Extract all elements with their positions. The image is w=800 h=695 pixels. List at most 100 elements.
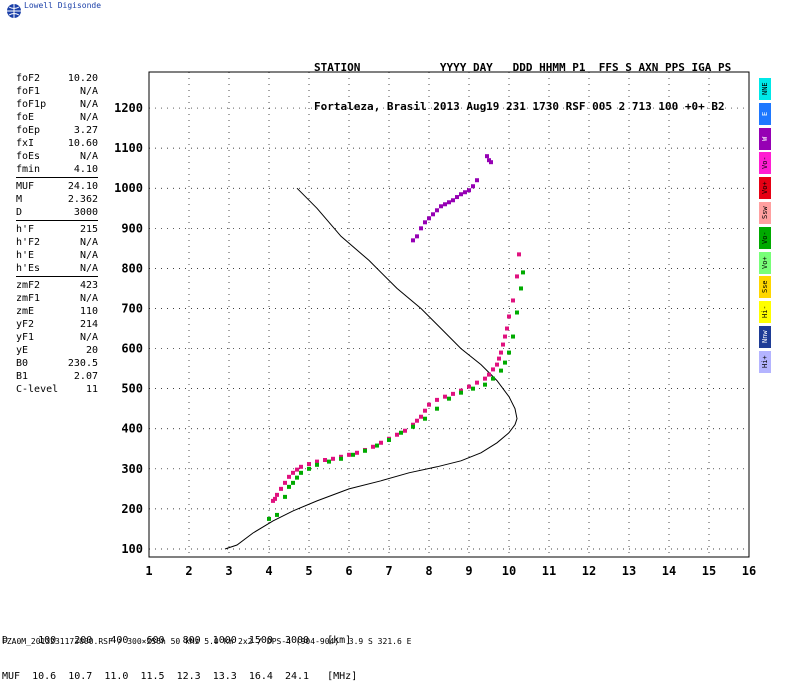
y-tick-label: 400: [121, 422, 143, 436]
y-tick-label: 100: [121, 542, 143, 556]
param-name: C-level: [16, 384, 59, 395]
y-tick-label: 800: [121, 261, 143, 275]
echo-point: [521, 270, 525, 275]
x-tick-label: 13: [622, 564, 636, 578]
echo-point: [379, 440, 383, 445]
echo-point: [275, 492, 279, 497]
param-row: C-level 11: [16, 383, 98, 396]
param-separator: [16, 177, 98, 178]
legend-swatch: Vo-: [759, 226, 771, 249]
param-value: N/A: [79, 112, 98, 123]
x-tick-label: 11: [542, 564, 556, 578]
param-name: yF2: [16, 319, 35, 330]
x-tick-label: 16: [742, 564, 756, 578]
y-tick-label: 500: [121, 382, 143, 396]
echo-point: [411, 422, 415, 427]
echo-point: [471, 184, 475, 189]
param-name: D: [16, 207, 23, 218]
legend-swatch: Nnw: [759, 325, 771, 348]
param-row: h'F 215: [16, 223, 98, 236]
echo-point: [443, 394, 447, 399]
echo-point: [495, 362, 499, 367]
x-tick-label: 15: [702, 564, 716, 578]
echo-point: [471, 386, 475, 391]
param-value: 3.27: [73, 125, 98, 136]
echo-point: [423, 220, 427, 225]
echo-point: [497, 356, 501, 361]
param-name: zmE: [16, 306, 35, 317]
y-tick-label: 600: [121, 342, 143, 356]
param-value: 230.5: [67, 358, 98, 369]
plot-frame: [148, 71, 750, 558]
echo-point: [395, 432, 399, 437]
param-row: yF2 214: [16, 318, 98, 331]
echo-point: [447, 200, 451, 205]
echo-point: [271, 498, 275, 503]
param-row: M 2.362: [16, 193, 98, 206]
echo-point: [447, 396, 451, 401]
param-row: D 3000: [16, 206, 98, 219]
echo-point: [517, 252, 521, 257]
x-tick-label: 2: [185, 564, 192, 578]
param-name: yE: [16, 345, 29, 356]
echo-point: [439, 204, 443, 209]
param-row: foEs N/A: [16, 150, 98, 163]
echo-point: [339, 454, 343, 459]
header-line-1: STATION YYYY DAY DDD HHMM P1 FFS S AXN P…: [314, 61, 732, 74]
echo-point: [351, 452, 355, 457]
echo-point: [491, 376, 495, 381]
param-value: N/A: [79, 99, 98, 110]
param-value: N/A: [79, 332, 98, 343]
x-tick-label: 12: [582, 564, 596, 578]
param-name: foE: [16, 112, 35, 123]
muf-table: D 100 200 400 600 800 1000 1500 3000 [km…: [2, 611, 357, 695]
echo-point: [307, 462, 311, 467]
x-tick-label: 5: [305, 564, 312, 578]
param-name: foEs: [16, 151, 41, 162]
param-name: MUF: [16, 181, 35, 192]
y-tick-label: 1000: [114, 181, 143, 195]
param-name: h'F2: [16, 237, 41, 248]
station-header: STATION YYYY DAY DDD HHMM P1 FFS S AXN P…: [314, 35, 731, 126]
x-tick-label: 9: [465, 564, 472, 578]
param-name: foEp: [16, 125, 41, 136]
param-row: h'E N/A: [16, 249, 98, 262]
param-row: foF2 10.20: [16, 72, 98, 85]
echo-point: [451, 198, 455, 203]
param-value: 24.10: [67, 181, 98, 192]
echo-point: [475, 380, 479, 385]
param-name: fxI: [16, 138, 35, 149]
x-tick-label: 4: [265, 564, 272, 578]
param-row: h'F2 N/A: [16, 236, 98, 249]
param-row: B1 2.07: [16, 370, 98, 383]
muf-table-muf-row: MUF 10.6 10.7 11.0 11.5 12.3 13.3 16.4 2…: [2, 671, 358, 682]
param-name: foF2: [16, 73, 41, 84]
echo-point: [499, 368, 503, 373]
param-separator: [16, 276, 98, 277]
echo-point: [499, 350, 503, 355]
param-row: fxI 10.60: [16, 137, 98, 150]
param-value: N/A: [79, 86, 98, 97]
param-name: zmF2: [16, 280, 41, 291]
param-row: foF1 N/A: [16, 85, 98, 98]
echo-point: [411, 424, 415, 429]
param-value: 215: [79, 224, 98, 235]
param-name: h'Es: [16, 263, 41, 274]
param-row: h'Es N/A: [16, 262, 98, 275]
echo-point: [403, 428, 407, 433]
echo-point: [455, 195, 459, 200]
echo-point: [331, 456, 335, 461]
echo-point: [515, 310, 519, 315]
echo-point: [435, 406, 439, 411]
param-row: B0 230.5: [16, 357, 98, 370]
param-row: MUF 24.10: [16, 180, 98, 193]
echo-point: [315, 462, 319, 467]
param-value: 3000: [73, 207, 98, 218]
echo-point: [323, 458, 327, 462]
echo-point: [287, 484, 291, 489]
echo-legend: NNE E W Vo- Vo+ Ssw Vo- Vo+ Sse Hi- Nnw Hi+: [759, 78, 771, 376]
param-value: N/A: [79, 263, 98, 274]
param-row: foE N/A: [16, 111, 98, 124]
echo-point: [299, 464, 303, 469]
x-tick-label: 1: [145, 564, 152, 578]
